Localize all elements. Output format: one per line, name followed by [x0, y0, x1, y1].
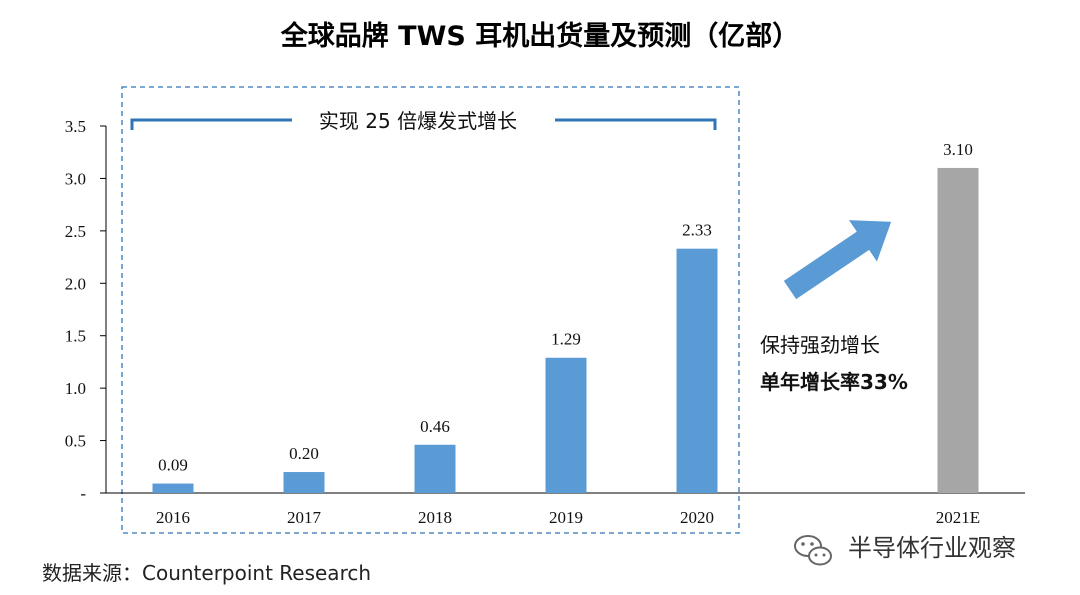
bar-2018	[414, 444, 456, 493]
growth-arrow-icon	[783, 220, 892, 300]
y-tick-label: 3.0	[65, 169, 86, 188]
y-tick-label: 2.0	[65, 274, 86, 293]
watermark: 半导体行业观察	[794, 534, 1016, 566]
wechat-icon	[794, 535, 832, 566]
y-tick-label: 3.5	[65, 117, 86, 136]
x-tick-label-2021E: 2021E	[936, 508, 980, 527]
x-tick-label-2017: 2017	[287, 508, 322, 527]
value-label-2016: 0.09	[158, 456, 188, 475]
value-label-group: 0.09 0.20 0.46 1.29 2.33 3.10	[158, 140, 973, 475]
bar-group	[152, 167, 979, 493]
bracket-label: 实现 25 倍爆发式增长	[319, 109, 517, 133]
growth-text-line1: 保持强劲增长	[760, 333, 880, 357]
bar-2019	[545, 357, 587, 493]
x-tick-label-2018: 2018	[418, 508, 452, 527]
value-label-2018: 0.46	[420, 417, 450, 436]
x-tick-label-2019: 2019	[549, 508, 583, 527]
growth-text-line2: 单年增长率33%	[760, 370, 908, 394]
y-tick-label: -	[80, 484, 86, 503]
bracket-right	[555, 118, 717, 130]
bar-2017	[283, 472, 325, 493]
y-tick-label: 1.0	[65, 379, 86, 398]
chart-title: 全球品牌 TWS 耳机出货量及预测（亿部）	[280, 20, 799, 52]
value-label-2020: 2.33	[682, 221, 712, 240]
bracket-left	[130, 118, 292, 130]
value-label-2017: 0.20	[289, 444, 319, 463]
y-tick-label: 1.5	[65, 327, 86, 346]
watermark-text: 半导体行业观察	[848, 534, 1016, 562]
bar-2016	[152, 483, 194, 493]
source-note: 数据来源：Counterpoint Research	[42, 561, 371, 585]
value-label-2019: 1.29	[551, 330, 581, 349]
x-tick-label-2020: 2020	[680, 508, 714, 527]
value-label-2021E: 3.10	[943, 140, 973, 159]
y-tick-label: 0.5	[65, 432, 86, 451]
bar-2020	[676, 248, 718, 493]
highlight-dashed-box	[121, 86, 740, 534]
y-tick-label: 2.5	[65, 222, 86, 241]
x-tick-group: 2016 2017 2018 2019 2020 2021E	[156, 508, 980, 527]
x-tick-label-2016: 2016	[156, 508, 190, 527]
bar-2021E	[937, 167, 979, 493]
y-tick-group: - 0.5 1.0 1.5 2.0 2.5 3.0 3.5	[65, 117, 106, 503]
